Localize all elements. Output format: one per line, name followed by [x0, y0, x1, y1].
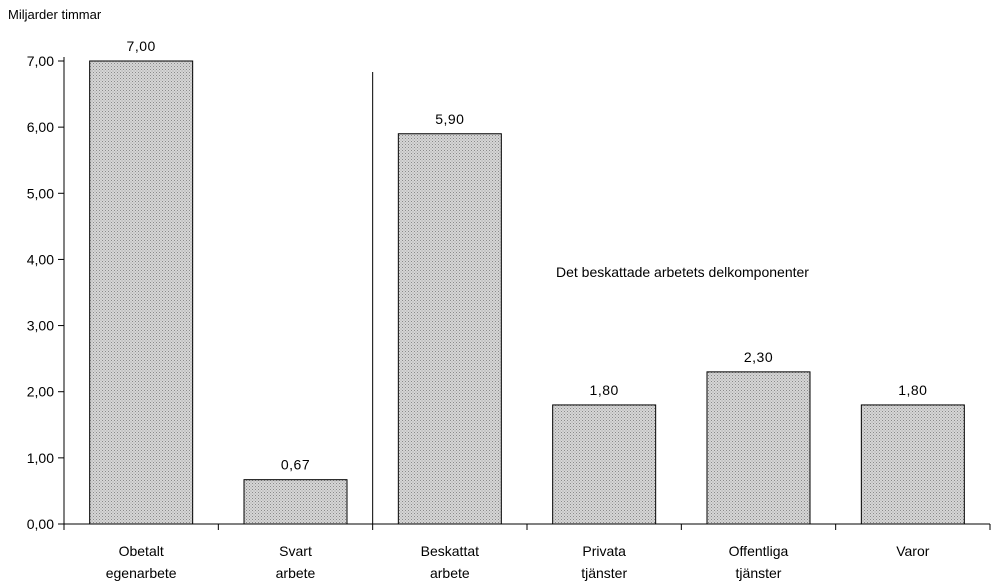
y-tick-label: 6,00: [27, 119, 54, 135]
y-tick-label: 3,00: [27, 318, 54, 334]
bar: [89, 60, 194, 525]
annotation-text: Det beskattade arbetets delkomponenter: [556, 264, 809, 280]
y-tick-label: 1,00: [27, 450, 54, 466]
value-label: 1,80: [898, 382, 927, 398]
category-label: Obetalt egenarbete: [106, 543, 177, 581]
category-label: Svart arbete: [276, 543, 316, 581]
y-axis-title: Miljarder timmar: [8, 7, 102, 22]
value-label: 7,00: [127, 38, 156, 54]
bar: [552, 404, 657, 525]
value-label: 2,30: [744, 349, 773, 365]
bars-group: [89, 60, 965, 525]
bar: [706, 371, 811, 525]
category-label: Beskattat arbete: [421, 543, 479, 581]
value-label: 5,90: [435, 111, 464, 127]
bar: [243, 479, 348, 525]
axes: [58, 57, 991, 530]
y-tick-label: 2,00: [27, 384, 54, 400]
value-label: 0,67: [281, 457, 310, 473]
category-label: Varor: [896, 543, 930, 559]
category-label: Offentliga tjänster: [729, 543, 789, 581]
labels-group: 0,00 1,00 2,00 3,00 4,00 5,00 6,00 7,00 7,00 Obet…: [27, 38, 930, 581]
value-label: 1,80: [590, 382, 619, 398]
bar: [397, 133, 502, 525]
y-tick-label: 5,00: [27, 185, 54, 201]
bar: [860, 404, 965, 525]
y-tick-label: 0,00: [27, 516, 54, 532]
y-tick-label: 7,00: [27, 53, 54, 69]
y-tick-label: 4,00: [27, 251, 54, 267]
category-label: Privata tjänster: [581, 543, 627, 581]
